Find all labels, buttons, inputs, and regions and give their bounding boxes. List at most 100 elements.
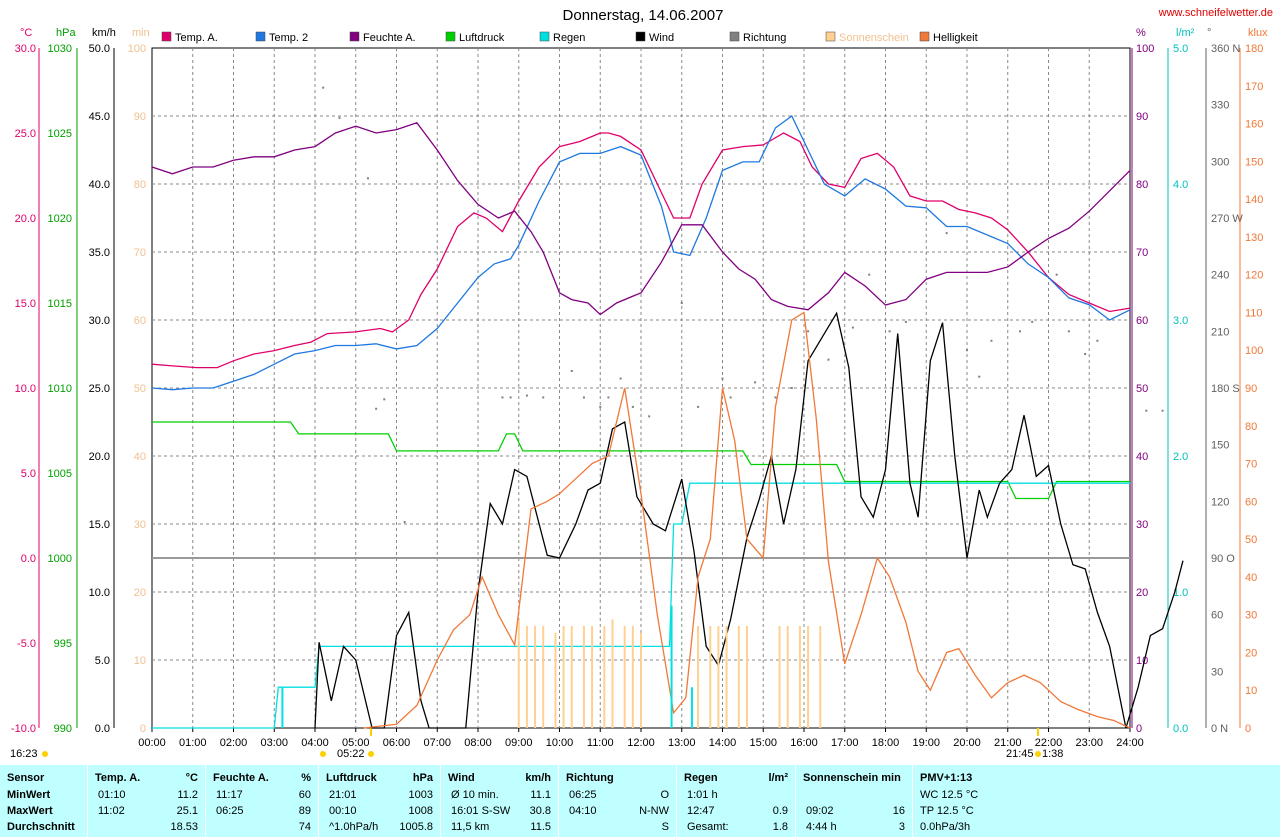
table-separator bbox=[795, 765, 796, 837]
legend-label: Sonnenschein bbox=[839, 32, 909, 44]
table-row-value: 30.8 bbox=[529, 805, 551, 817]
temp-axis-label: 25.0 bbox=[15, 128, 36, 140]
rain-axis-label: 1.0 bbox=[1173, 587, 1188, 599]
table-row-time: 11:17 bbox=[216, 789, 243, 801]
table-row-time: 06:25 bbox=[216, 805, 244, 817]
rain-axis-label: 5.0 bbox=[1173, 43, 1188, 55]
table-row-time: 12:47 bbox=[687, 805, 715, 817]
direction-point bbox=[509, 396, 512, 399]
table-unit: % bbox=[301, 772, 311, 784]
wind-axis-label: 10.0 bbox=[89, 587, 110, 599]
pressure-axis-label: 1015 bbox=[48, 298, 72, 310]
pressure-axis-label: 1005 bbox=[48, 468, 72, 480]
brightness-axis-label: 30 bbox=[1245, 610, 1257, 622]
website-link[interactable]: www.schneifelwetter.de bbox=[1158, 7, 1273, 19]
direction-point bbox=[1055, 273, 1058, 276]
table-unit: °C bbox=[185, 772, 198, 784]
sunrise-icon bbox=[368, 751, 374, 757]
direction-axis-label: 30 bbox=[1211, 666, 1223, 678]
rain-axis-label: 4.0 bbox=[1173, 179, 1188, 191]
direction-point bbox=[383, 398, 386, 401]
table-row-time: 06:25 bbox=[569, 789, 597, 801]
legend-label: Wind bbox=[649, 32, 674, 44]
time-tick-label: 11:00 bbox=[587, 737, 614, 749]
axis-unit-header: l/m² bbox=[1176, 27, 1195, 39]
table-row-time: 11,5 km bbox=[451, 821, 490, 833]
sunrise-label: 05:22 bbox=[337, 748, 365, 760]
rain-axis-label: 3.0 bbox=[1173, 315, 1188, 327]
table-unit: hPa bbox=[412, 772, 433, 784]
humidity-axis-label: 60 bbox=[1136, 315, 1148, 327]
temp-axis-label: 5.0 bbox=[21, 468, 36, 480]
direction-axis-label: 0 N bbox=[1211, 723, 1228, 735]
sun-axis-label: 40 bbox=[134, 451, 146, 463]
direction-point bbox=[904, 320, 907, 323]
brightness-axis-label: 80 bbox=[1245, 421, 1257, 433]
axis-unit-header: min bbox=[132, 27, 150, 39]
wind-axis-label: 20.0 bbox=[89, 451, 110, 463]
wind-axis-label: 5.0 bbox=[95, 655, 110, 667]
legend-swatch bbox=[161, 31, 172, 42]
series-line-helligkeit bbox=[363, 311, 1131, 729]
table-row-time: 09:02 bbox=[806, 805, 834, 817]
table-row-time: Ø 10 min. bbox=[451, 789, 499, 801]
table-separator bbox=[440, 765, 441, 837]
pressure-axis-label: 995 bbox=[54, 638, 72, 650]
series-line-temp-a- bbox=[151, 132, 1131, 369]
brightness-axis-label: 160 bbox=[1245, 119, 1263, 131]
axis-unit-header: klux bbox=[1248, 27, 1268, 39]
humidity-axis-label: 20 bbox=[1136, 587, 1148, 599]
legend-swatch bbox=[635, 31, 646, 42]
chart-title: Donnerstag, 14.06.2007 bbox=[563, 7, 724, 24]
direction-point bbox=[729, 396, 732, 399]
direction-point bbox=[338, 116, 341, 119]
table-unit: km/h bbox=[525, 772, 551, 784]
sun-axis-label: 10 bbox=[134, 655, 146, 667]
table-row-time: 4:44 h bbox=[806, 821, 837, 833]
temp-axis-label: 0.0 bbox=[21, 553, 36, 565]
series-line-wind bbox=[314, 311, 1184, 729]
table-row-value: 3 bbox=[898, 821, 905, 833]
brightness-axis-label: 20 bbox=[1245, 647, 1257, 659]
table-row-value: 25.1 bbox=[176, 805, 198, 817]
wind-axis-label: 50.0 bbox=[89, 43, 110, 55]
table-row-value: 11.1 bbox=[530, 789, 551, 801]
brightness-axis-label: 130 bbox=[1245, 232, 1263, 244]
direction-point bbox=[945, 232, 948, 235]
table-row-time: 21:01 bbox=[329, 789, 357, 801]
wind-axis-label: 0.0 bbox=[95, 723, 110, 735]
direction-point bbox=[619, 377, 622, 380]
axis-unit-header: % bbox=[1136, 27, 1146, 39]
brightness-axis-label: 60 bbox=[1245, 496, 1257, 508]
direction-axis-label: 60 bbox=[1211, 610, 1223, 622]
direction-point bbox=[721, 377, 724, 380]
wind-axis-label: 25.0 bbox=[89, 383, 110, 395]
direction-point bbox=[1129, 409, 1131, 412]
table-row-value: 60 bbox=[298, 789, 311, 801]
table-row-time: 16:01 S-SW bbox=[451, 805, 511, 817]
wind-axis-label: 40.0 bbox=[89, 179, 110, 191]
direction-point bbox=[807, 330, 810, 333]
table-row-value: 18.53 bbox=[170, 821, 198, 833]
table-unit: l/m² bbox=[768, 772, 788, 784]
sun-axis-label: 20 bbox=[134, 587, 146, 599]
series-line-feuchte-a- bbox=[151, 122, 1131, 316]
table-row-value: 16 bbox=[892, 805, 905, 817]
table-row-value: 1003 bbox=[408, 789, 433, 801]
temp-axis-label: 10.0 bbox=[15, 383, 36, 395]
table-header: PMV+1:13 bbox=[920, 772, 973, 784]
direction-point bbox=[978, 375, 981, 378]
table-header: Luftdruck bbox=[326, 772, 377, 784]
table-row-time: Gesamt: bbox=[687, 821, 729, 833]
direction-point bbox=[648, 415, 651, 418]
table-separator bbox=[558, 765, 559, 837]
legend-label: Luftdruck bbox=[459, 32, 505, 44]
table-section: Richtung 06:25 O 04:10 N-NW S bbox=[559, 765, 677, 837]
moon-icon bbox=[42, 751, 48, 757]
sun-axis-label: 90 bbox=[134, 111, 146, 123]
humidity-axis-label: 50 bbox=[1136, 383, 1148, 395]
table-row-label: WC 12.5 °C bbox=[920, 789, 979, 801]
direction-point bbox=[1031, 320, 1034, 323]
humidity-axis-label: 70 bbox=[1136, 247, 1148, 259]
pressure-axis-label: 1020 bbox=[48, 213, 72, 225]
